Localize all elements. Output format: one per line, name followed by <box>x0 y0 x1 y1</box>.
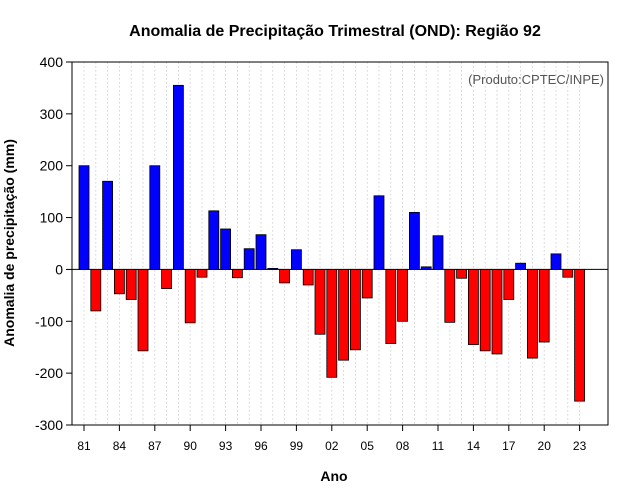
bar-98 <box>279 269 291 284</box>
bar-08 <box>397 269 409 322</box>
plot-frame <box>71 61 609 426</box>
bar-95 <box>243 248 255 270</box>
x-tick-label-23: 23 <box>573 439 587 453</box>
bar-11 <box>432 235 444 270</box>
bar-84 <box>114 269 125 295</box>
x-axis: 81 84 87 90 93 96 99 02 05 08 11 14 17 20 23 <box>77 425 587 453</box>
y-tick-label--300: -300 <box>35 417 63 433</box>
bar-83 <box>102 180 113 270</box>
x-tick-label-20: 20 <box>538 439 552 453</box>
bar-02 <box>326 269 338 378</box>
y-tick-label--200: -200 <box>35 365 63 381</box>
bar-05 <box>361 269 373 299</box>
bar-81 <box>78 165 90 270</box>
bar-91 <box>196 269 208 278</box>
bar-22 <box>562 269 574 278</box>
bar-82 <box>90 269 102 312</box>
x-tick-label-84: 84 <box>113 439 127 453</box>
x-axis-label: Ano <box>320 468 347 484</box>
bar-94 <box>231 269 243 279</box>
bar-92 <box>208 210 220 270</box>
bar-97 <box>267 267 279 270</box>
bar-90 <box>184 269 196 324</box>
y-tick-label--100: -100 <box>35 313 63 329</box>
bar-86 <box>137 269 149 352</box>
bar-06 <box>373 195 385 270</box>
y-tick-label-0: 0 <box>55 261 63 277</box>
y-tick-label-200: 200 <box>40 158 64 174</box>
x-tick-label-08: 08 <box>396 439 410 453</box>
bar-09 <box>408 211 420 270</box>
bar-12 <box>444 269 456 323</box>
bars <box>78 84 585 402</box>
x-tick-label-11: 11 <box>432 439 445 453</box>
x-tick-label-14: 14 <box>467 439 481 453</box>
bar-19 <box>527 269 538 359</box>
bar-15 <box>479 269 491 352</box>
bar-21 <box>550 253 562 270</box>
bar-13 <box>456 269 468 279</box>
bar-93 <box>220 228 232 270</box>
bar-96 <box>255 234 267 270</box>
bar-16 <box>491 269 503 355</box>
bar-20 <box>538 269 550 343</box>
bar-00 <box>302 269 314 286</box>
y-axis: -300 -200 -100 0 100 200 300 400 <box>35 54 72 433</box>
bar-14 <box>467 269 479 346</box>
x-tick-label-90: 90 <box>184 439 198 453</box>
chart-title: Anomalia de Precipitação Trimestral (OND… <box>129 23 541 40</box>
x-tick-label-02: 02 <box>325 439 339 453</box>
x-tick-label-99: 99 <box>290 439 304 453</box>
y-axis-label: Anomalia de precipitação (mm) <box>1 139 17 347</box>
bar-04 <box>349 269 361 351</box>
bar-17 <box>503 269 515 300</box>
y-tick-label-300: 300 <box>40 106 64 122</box>
bar-89 <box>172 84 184 270</box>
source-note: (Produto:CPTEC/INPE) <box>468 72 604 87</box>
x-tick-label-05: 05 <box>361 439 375 453</box>
bar-99 <box>290 249 302 270</box>
x-tick-label-96: 96 <box>254 439 268 453</box>
bar-85 <box>125 269 137 300</box>
y-tick-label-400: 400 <box>40 54 64 70</box>
bar-18 <box>515 262 526 270</box>
bar-87 <box>149 165 161 270</box>
y-tick-label-100: 100 <box>40 210 64 226</box>
bar-01 <box>314 269 326 335</box>
x-tick-label-17: 17 <box>502 439 516 453</box>
x-tick-label-93: 93 <box>219 439 233 453</box>
x-tick-label-87: 87 <box>148 439 162 453</box>
gridlines <box>83 62 580 425</box>
bar-07 <box>385 269 397 344</box>
bar-23 <box>574 269 585 402</box>
bar-10 <box>420 266 432 270</box>
bar-88 <box>161 269 173 290</box>
bar-03 <box>338 269 350 361</box>
x-tick-label-81: 81 <box>77 439 91 453</box>
